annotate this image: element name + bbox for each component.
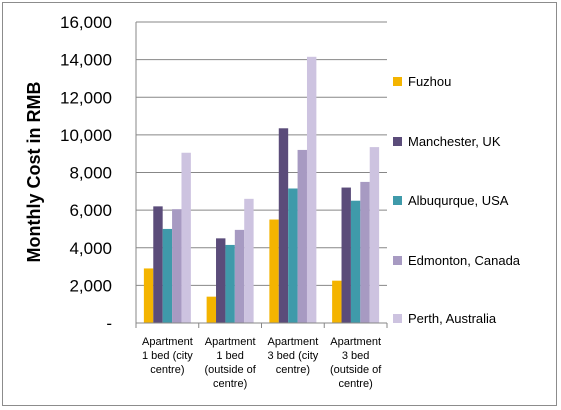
- legend-swatch: [393, 77, 402, 86]
- bar: [225, 244, 235, 323]
- bar: [181, 152, 191, 323]
- y-tick-label: 4,000: [69, 239, 112, 258]
- bar: [216, 238, 226, 323]
- x-category-label: Apartment 3 bed (outside of centre): [330, 336, 382, 390]
- bar: [341, 187, 351, 323]
- legend-swatch: [393, 137, 402, 146]
- y-tick-label: 8,000: [69, 164, 112, 183]
- axes: [135, 22, 388, 328]
- bar: [244, 198, 254, 323]
- y-tick-label: 2,000: [69, 276, 112, 295]
- x-category-label: Apartment 3 bed (city centre): [268, 336, 319, 376]
- x-category-label: Apartment 1 bed (outside of centre): [204, 336, 256, 390]
- y-tick-label: -: [106, 314, 112, 333]
- y-tick-label: 14,000: [60, 51, 112, 70]
- bar: [172, 209, 182, 323]
- legend-swatch: [393, 196, 402, 205]
- bar: [297, 149, 307, 323]
- bar: [288, 188, 298, 323]
- legend: Fuzhou Manchester, UK Albuqurque, USA Edmon…: [393, 74, 521, 326]
- legend-label: Perth, Australia: [408, 311, 497, 326]
- x-category-labels: Apartment 1 bed (city centre) Apartment 1 be…: [142, 336, 382, 390]
- bar: [306, 56, 317, 323]
- x-category-label: Apartment 1 bed (city centre): [142, 336, 193, 376]
- legend-label: Edmonton, Canada: [408, 253, 521, 268]
- bar: [332, 280, 342, 323]
- bar: [369, 147, 380, 323]
- y-tick-label: 12,000: [60, 88, 112, 107]
- legend-label: Fuzhou: [408, 74, 451, 89]
- bar: [278, 128, 289, 323]
- legend-label: Manchester, UK: [408, 134, 501, 149]
- bar: [206, 296, 217, 323]
- legend-label: Albuqurque, USA: [408, 193, 509, 208]
- y-tick-label: 10,000: [60, 126, 112, 145]
- bar: [360, 181, 370, 323]
- bar: [350, 200, 361, 323]
- y-tick-label: 6,000: [69, 201, 112, 220]
- bar: [269, 219, 279, 323]
- y-axis-label: Monthly Cost in RMB: [24, 82, 44, 263]
- y-tick-labels: - 2,000 4,000 6,000 8,000 10,000 12,000 14,000 1…: [60, 13, 112, 333]
- y-tick-label: 16,000: [60, 13, 112, 32]
- legend-swatch: [393, 256, 402, 265]
- bar: [143, 268, 154, 323]
- bar: [234, 229, 245, 323]
- bars: [143, 56, 380, 323]
- legend-swatch: [393, 314, 402, 323]
- bar: [162, 228, 173, 323]
- bar: [153, 206, 163, 323]
